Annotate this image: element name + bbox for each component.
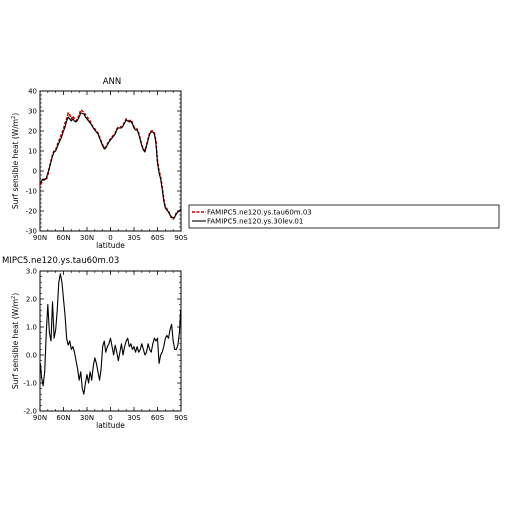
panel-top: -30 -20 -10 0 10 20 30 40 90N 60N 30N 0 30S 60S 90S ANN… [11, 77, 188, 250]
x-axis-label: latitude [96, 421, 125, 430]
x-tick-label: 30S [127, 414, 141, 422]
legend-label-1: FAMIPC5.ne120.ys.30lev.01 [207, 218, 303, 226]
y-axis-label-close: ) [11, 113, 20, 116]
y-tick-label: 0 [33, 168, 37, 176]
x-tick-label: 60N [56, 234, 70, 242]
y-tick-label: 30 [28, 108, 37, 116]
y-tick-label: 1.0 [26, 324, 37, 332]
x-tick-label: 90N [33, 414, 47, 422]
x-tick-label: 0 [108, 234, 112, 242]
legend-box [188, 204, 500, 229]
y-axis-label: Surf sensible heat (W/m2) [11, 293, 20, 389]
x-tick-label: 60S [151, 414, 165, 422]
x-tick-label: 90N [33, 234, 47, 242]
x-tick-label: 60N [56, 414, 70, 422]
y-axis-label: Surf sensible heat (W/m2) [11, 113, 20, 209]
legend: FAMIPC5.ne120.ys.tau60m.03FAMIPC5.ne120.… [188, 204, 500, 229]
series-line-0 [40, 273, 181, 395]
panel-bottom: -2.0 -1.0 0.0 1.0 2.0 3.0 90N 60N 30N 0 30S 60S 90S M… [2, 256, 188, 430]
x-tick-label: 30N [80, 414, 94, 422]
y-axis-label-main: Surf sensible heat (W/m [11, 299, 20, 389]
chart-title: MIPC5.ne120.ys.tau60m.03 [2, 256, 119, 266]
plot-frame [39, 90, 182, 232]
x-tick-label: 30S [127, 234, 141, 242]
y-axis-label-sup: 2 [11, 116, 17, 119]
y-tick-label: -10 [26, 188, 37, 196]
y-axis-label-close: ) [11, 293, 20, 296]
x-tick-label: 90S [174, 234, 188, 242]
x-tick-label: 30N [80, 234, 94, 242]
x-tick-label: 0 [108, 414, 112, 422]
y-axis-label-main: Surf sensible heat (W/m [11, 119, 20, 209]
y-tick-label: 2.0 [26, 296, 37, 304]
y-axis-label-sup: 2 [11, 296, 17, 299]
y-tick-label: 3.0 [26, 268, 37, 276]
series-line-1 [40, 112, 181, 219]
x-axis-label: latitude [96, 241, 125, 250]
y-tick-label: 20 [28, 128, 37, 136]
y-tick-label: 40 [28, 88, 37, 96]
y-tick-label: -20 [26, 208, 37, 216]
x-tick-label: 90S [174, 414, 188, 422]
x-tick-label: 60S [151, 234, 165, 242]
y-tick-label: 10 [28, 148, 37, 156]
y-tick-label: -2.0 [23, 408, 37, 416]
legend-label-0: FAMIPC5.ne120.ys.tau60m.03 [207, 209, 312, 217]
y-tick-label: -1.0 [23, 380, 37, 388]
y-tick-label: -30 [26, 228, 37, 236]
y-tick-label: 0.0 [26, 352, 37, 360]
chart-title: ANN [103, 77, 122, 87]
series-line-0 [40, 109, 181, 220]
